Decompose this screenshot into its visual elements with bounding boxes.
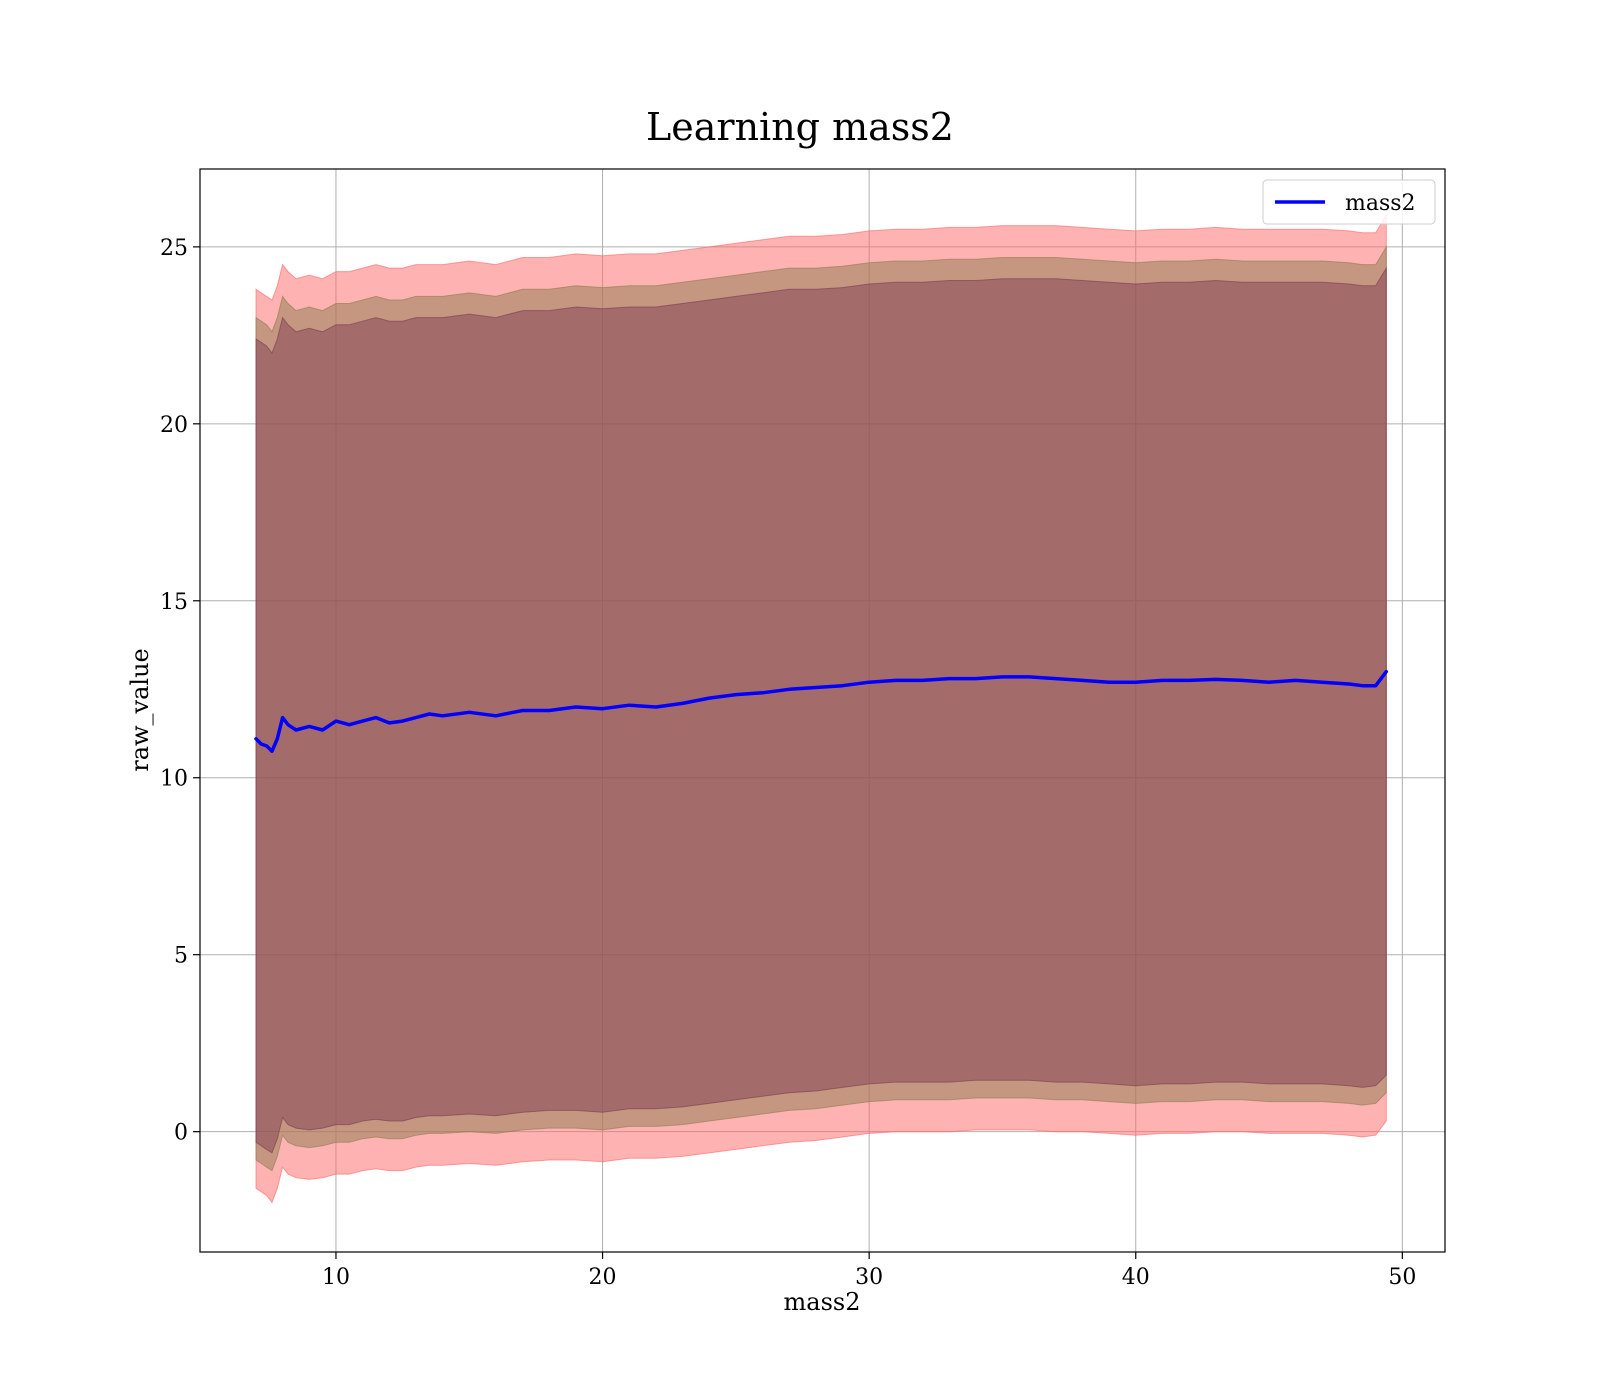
y-tick-label: 25 <box>160 236 188 261</box>
legend-entry-mass2: mass2 <box>1345 191 1416 216</box>
y-tick-label: 10 <box>160 767 188 792</box>
x-axis-label: mass2 <box>784 1288 861 1316</box>
legend-box <box>1262 179 1436 225</box>
x-tick-label: 40 <box>1122 1265 1150 1290</box>
plot-frame <box>199 168 1446 1253</box>
chart-title: Learning mass2 <box>646 105 954 149</box>
y-tick-label: 5 <box>174 944 188 969</box>
x-tick-label: 10 <box>322 1265 350 1290</box>
confidence-bands <box>255 213 1387 1204</box>
x-tick-label: 30 <box>855 1265 883 1290</box>
y-tick-label: 15 <box>160 590 188 615</box>
y-axis-label: raw_value <box>126 648 154 772</box>
confidence-band-1 <box>255 245 1387 1172</box>
x-axis-ticks: 10 20 30 40 50 <box>322 1252 1416 1290</box>
legend: mass2 <box>1262 179 1436 225</box>
y-tick-label: 0 <box>174 1121 188 1146</box>
series-lines <box>254 669 1389 753</box>
y-tick-label: 20 <box>160 413 188 438</box>
series-line-mass2 <box>254 669 1389 753</box>
y-axis-ticks: 0 5 10 15 20 25 <box>160 236 200 1146</box>
x-tick-label: 50 <box>1388 1265 1416 1290</box>
x-tick-label: 20 <box>589 1265 617 1290</box>
confidence-band-2 <box>255 266 1387 1154</box>
